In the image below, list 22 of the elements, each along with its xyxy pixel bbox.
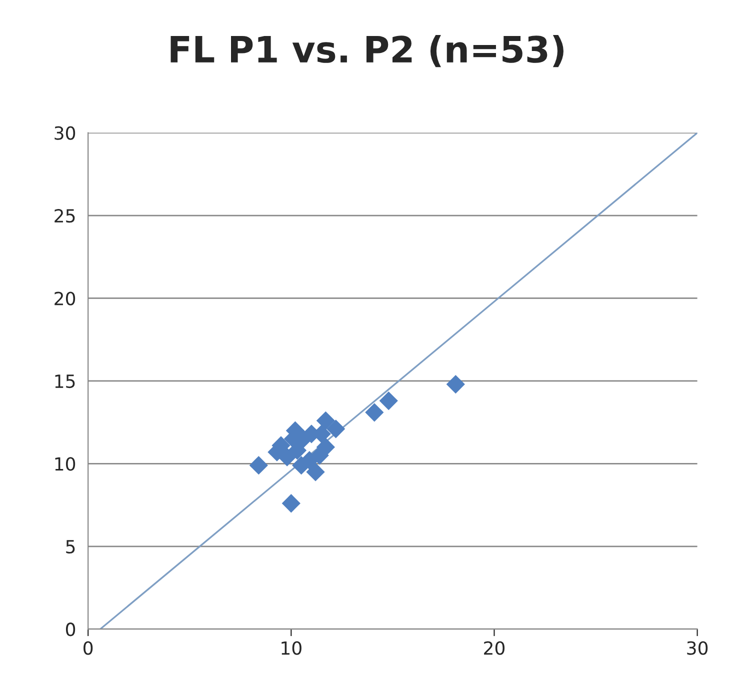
x-tick-label: 30 bbox=[687, 641, 708, 655]
chart-title: FL P1 vs. P2 (n=53) bbox=[170, 34, 564, 68]
y-tick-label: 0 bbox=[66, 622, 76, 636]
y-tick-label: 20 bbox=[54, 292, 76, 306]
point bbox=[379, 391, 398, 410]
point bbox=[278, 448, 296, 466]
point bbox=[316, 438, 335, 456]
y-tick-label: 5 bbox=[66, 540, 75, 554]
point bbox=[306, 462, 325, 482]
point bbox=[282, 494, 300, 513]
point bbox=[249, 456, 268, 475]
y-tick-label: 30 bbox=[54, 126, 76, 140]
x-tick-label: 0 bbox=[84, 641, 93, 655]
point bbox=[365, 403, 384, 422]
point bbox=[316, 411, 335, 430]
point bbox=[446, 374, 465, 394]
y-tick-label: 25 bbox=[54, 208, 75, 223]
point bbox=[326, 420, 346, 438]
y-tick-label: 15 bbox=[55, 374, 75, 388]
y-tick-label: 10 bbox=[55, 457, 76, 471]
x-tick-label: 10 bbox=[282, 641, 302, 655]
x-tick-label: 20 bbox=[484, 641, 505, 655]
